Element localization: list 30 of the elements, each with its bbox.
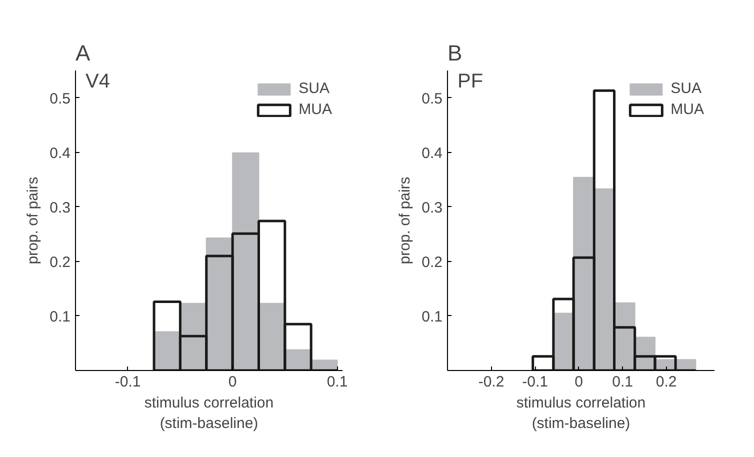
chart-subtitle: V4 — [86, 70, 110, 92]
chart-subtitle: PF — [458, 70, 484, 92]
chart-title: A — [76, 40, 90, 66]
y-tick-label: 0.2 — [50, 254, 71, 271]
x-tick-label: 0.1 — [326, 374, 348, 390]
legend-label: MUA — [298, 101, 332, 118]
x-tick-label: -0.1 — [114, 374, 141, 390]
legend-label: MUA — [670, 101, 704, 118]
legend-label: SUA — [298, 80, 330, 97]
y-tick-label: 0.3 — [50, 199, 71, 216]
chart-title: B — [448, 40, 462, 66]
x-axis-title: stimulus correlation (stim-baseline) — [516, 394, 646, 432]
y-tick-label: 0.4 — [50, 144, 71, 162]
x-tick-label: -0.1 — [522, 374, 548, 390]
y-tick-label: 0.1 — [422, 308, 443, 326]
y-tick-label: 0.4 — [422, 144, 443, 162]
x-tick-label: 0.1 — [612, 374, 634, 390]
x-tick-label: 0 — [228, 374, 237, 390]
y-tick-label: 0.5 — [50, 90, 71, 108]
x-tick-label: 0 — [574, 374, 583, 390]
y-tick-label: 0.5 — [422, 90, 443, 108]
x-tick-label: -0.2 — [478, 374, 504, 390]
legend-label: SUA — [670, 80, 702, 97]
x-tick-label: 0.2 — [656, 374, 677, 390]
y-tick-label: 0.2 — [422, 254, 443, 271]
x-axis-title: stimulus correlation (stim-baseline) — [144, 394, 274, 432]
y-tick-label: 0.3 — [422, 199, 443, 216]
y-tick-label: 0.1 — [50, 308, 71, 326]
y-axis-title: prop. of pairs — [24, 176, 42, 264]
y-axis-title: prop. of pairs — [396, 176, 414, 264]
